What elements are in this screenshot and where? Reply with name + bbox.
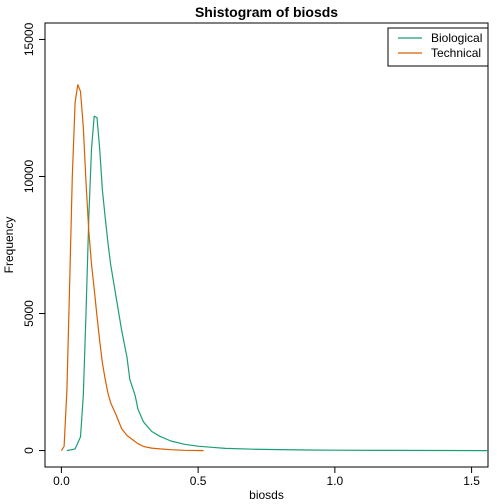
x-tick-label: 0.0 (53, 474, 70, 488)
legend-box (387, 27, 489, 67)
series-line-technical (60, 84, 204, 452)
legend-label-technical: Technical (431, 46, 481, 60)
x-axis-label: biosds (249, 488, 284, 502)
y-tick-label: 15000 (22, 22, 36, 56)
chart-title: Shistogram of biosds (195, 4, 338, 20)
series-line-biological (66, 115, 489, 452)
plot-frame (44, 22, 489, 468)
x-tick-label: 0.5 (190, 474, 207, 488)
series-lines (60, 84, 489, 452)
x-tick-label: 1.5 (463, 474, 480, 488)
y-tick-label: 0 (22, 447, 36, 454)
y-axis: 0 5000 10000 15000 (22, 22, 45, 454)
x-tick-label: 1.0 (327, 474, 344, 488)
legend-label-biological: Biological (431, 31, 482, 45)
y-axis-label: Frequency (2, 217, 16, 274)
x-axis: 0.0 0.5 1.0 1.5 (53, 467, 480, 488)
y-tick-label: 10000 (22, 159, 36, 193)
y-tick-label: 5000 (22, 300, 36, 327)
